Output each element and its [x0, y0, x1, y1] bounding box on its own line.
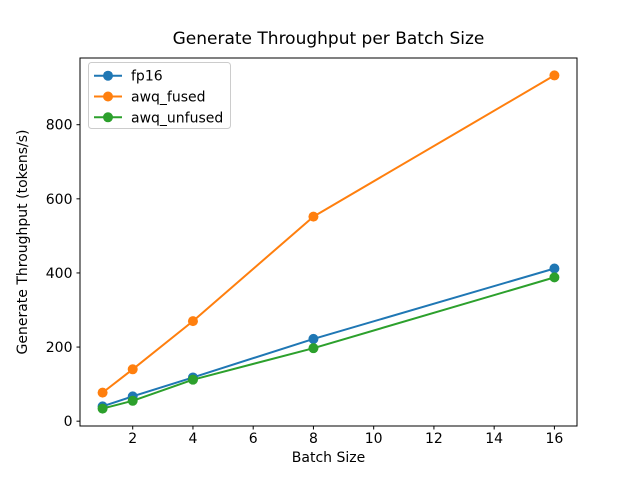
series-line [102, 276, 555, 410]
data-point [97, 403, 108, 414]
data-point [308, 343, 319, 354]
data-point [127, 395, 138, 406]
y-tick-label: 400 [46, 266, 73, 282]
data-point [308, 333, 319, 344]
legend-marker [103, 70, 113, 81]
x-tick-label: 14 [485, 431, 503, 447]
x-tick-label: 2 [128, 431, 137, 447]
legend-box [88, 62, 231, 129]
plot-area [79, 57, 578, 427]
data-point [127, 364, 138, 375]
legend-label: fp16 [131, 69, 163, 85]
legend-label: awq_fused [131, 90, 206, 106]
series-awq_unfused [97, 272, 560, 414]
y-axis: 0 200 400 600 800 [46, 118, 80, 430]
data-point [549, 272, 560, 283]
data-point [97, 387, 108, 398]
y-axis-label: Generate Throughput (tokens/s) [15, 130, 31, 355]
series-group [97, 70, 560, 414]
data-point [308, 211, 319, 222]
data-point [549, 70, 560, 81]
series-awq_fused [97, 70, 560, 398]
x-tick-label: 12 [425, 431, 443, 447]
x-tick-label: 16 [545, 431, 563, 447]
legend-item: fp16 [94, 69, 163, 85]
x-tick-label: 10 [365, 431, 383, 447]
legend-label: awq_unfused [131, 110, 223, 126]
data-point [187, 374, 198, 385]
y-tick-label: 0 [64, 414, 73, 430]
x-axis-label: Batch Size [292, 450, 365, 466]
x-tick-label: 6 [249, 431, 258, 447]
chart-title: Generate Throughput per Batch Size [173, 29, 485, 49]
y-tick-label: 200 [46, 340, 73, 356]
x-axis: 2 4 6 8 10 12 14 16 [128, 426, 563, 447]
legend: fp16 awq_fused awq_unfused [88, 62, 231, 129]
y-tick-label: 800 [46, 118, 73, 134]
series-line [102, 267, 555, 408]
data-point [187, 316, 198, 327]
legend-entries: fp16 awq_fused awq_unfused [94, 69, 223, 126]
x-tick-label: 4 [188, 431, 197, 447]
y-tick-label: 600 [46, 192, 73, 208]
legend-item: awq_fused [94, 90, 206, 106]
legend-marker [103, 112, 113, 123]
legend-item: awq_unfused [94, 110, 223, 126]
x-tick-label: 8 [309, 431, 318, 447]
data-point [549, 263, 560, 274]
legend-marker [103, 91, 113, 102]
